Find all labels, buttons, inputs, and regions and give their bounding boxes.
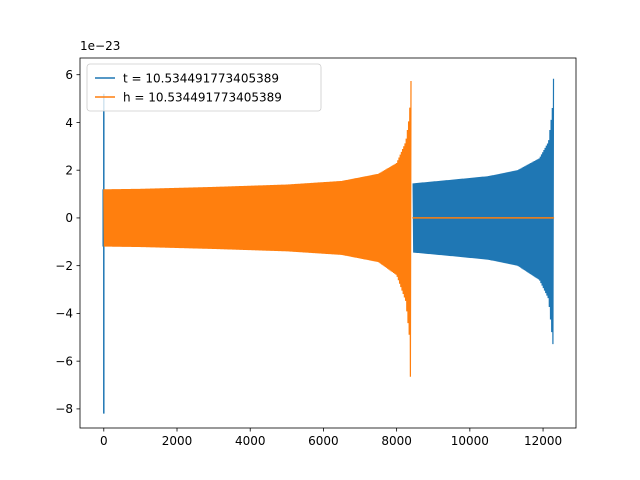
legend-box <box>86 63 322 112</box>
y-tick-label: −6 <box>55 354 73 368</box>
legend-label: h = 10.534491773405389 <box>123 90 282 104</box>
axes-frame <box>79 57 577 429</box>
y-tick-label: 6 <box>65 68 73 82</box>
x-tick-label: 0 <box>100 434 108 448</box>
axes-border <box>79 57 577 429</box>
y-tick-label: 0 <box>65 211 73 225</box>
y-tick-label: 4 <box>65 116 73 130</box>
legend-label: t = 10.534491773405389 <box>123 71 279 85</box>
x-axis: 0 2000 4000 6000 8000 10000 12000 <box>100 428 562 448</box>
y-tick-label: −2 <box>55 259 73 273</box>
legend: t = 10.534491773405389 h = 10.53449177340… <box>86 63 322 112</box>
y-tick-label: −8 <box>55 402 73 416</box>
x-tick-label: 10000 <box>451 434 489 448</box>
series-layer <box>102 78 555 414</box>
x-tick-label: 12000 <box>524 434 562 448</box>
series-t <box>102 78 555 414</box>
x-tick-label: 6000 <box>308 434 339 448</box>
y-axis: −8 −6 −4 −2 0 2 4 6 <box>55 68 80 416</box>
x-tick-label: 2000 <box>162 434 193 448</box>
series-oscillation-path <box>103 80 412 377</box>
series-h <box>103 80 555 377</box>
y-tick-label: −4 <box>55 307 73 321</box>
y-tick-label: 2 <box>65 163 73 177</box>
y-axis-offset-text: 1e−23 <box>80 39 120 53</box>
series-oscillation-path <box>412 78 555 345</box>
x-tick-label: 4000 <box>235 434 266 448</box>
x-tick-label: 8000 <box>381 434 412 448</box>
